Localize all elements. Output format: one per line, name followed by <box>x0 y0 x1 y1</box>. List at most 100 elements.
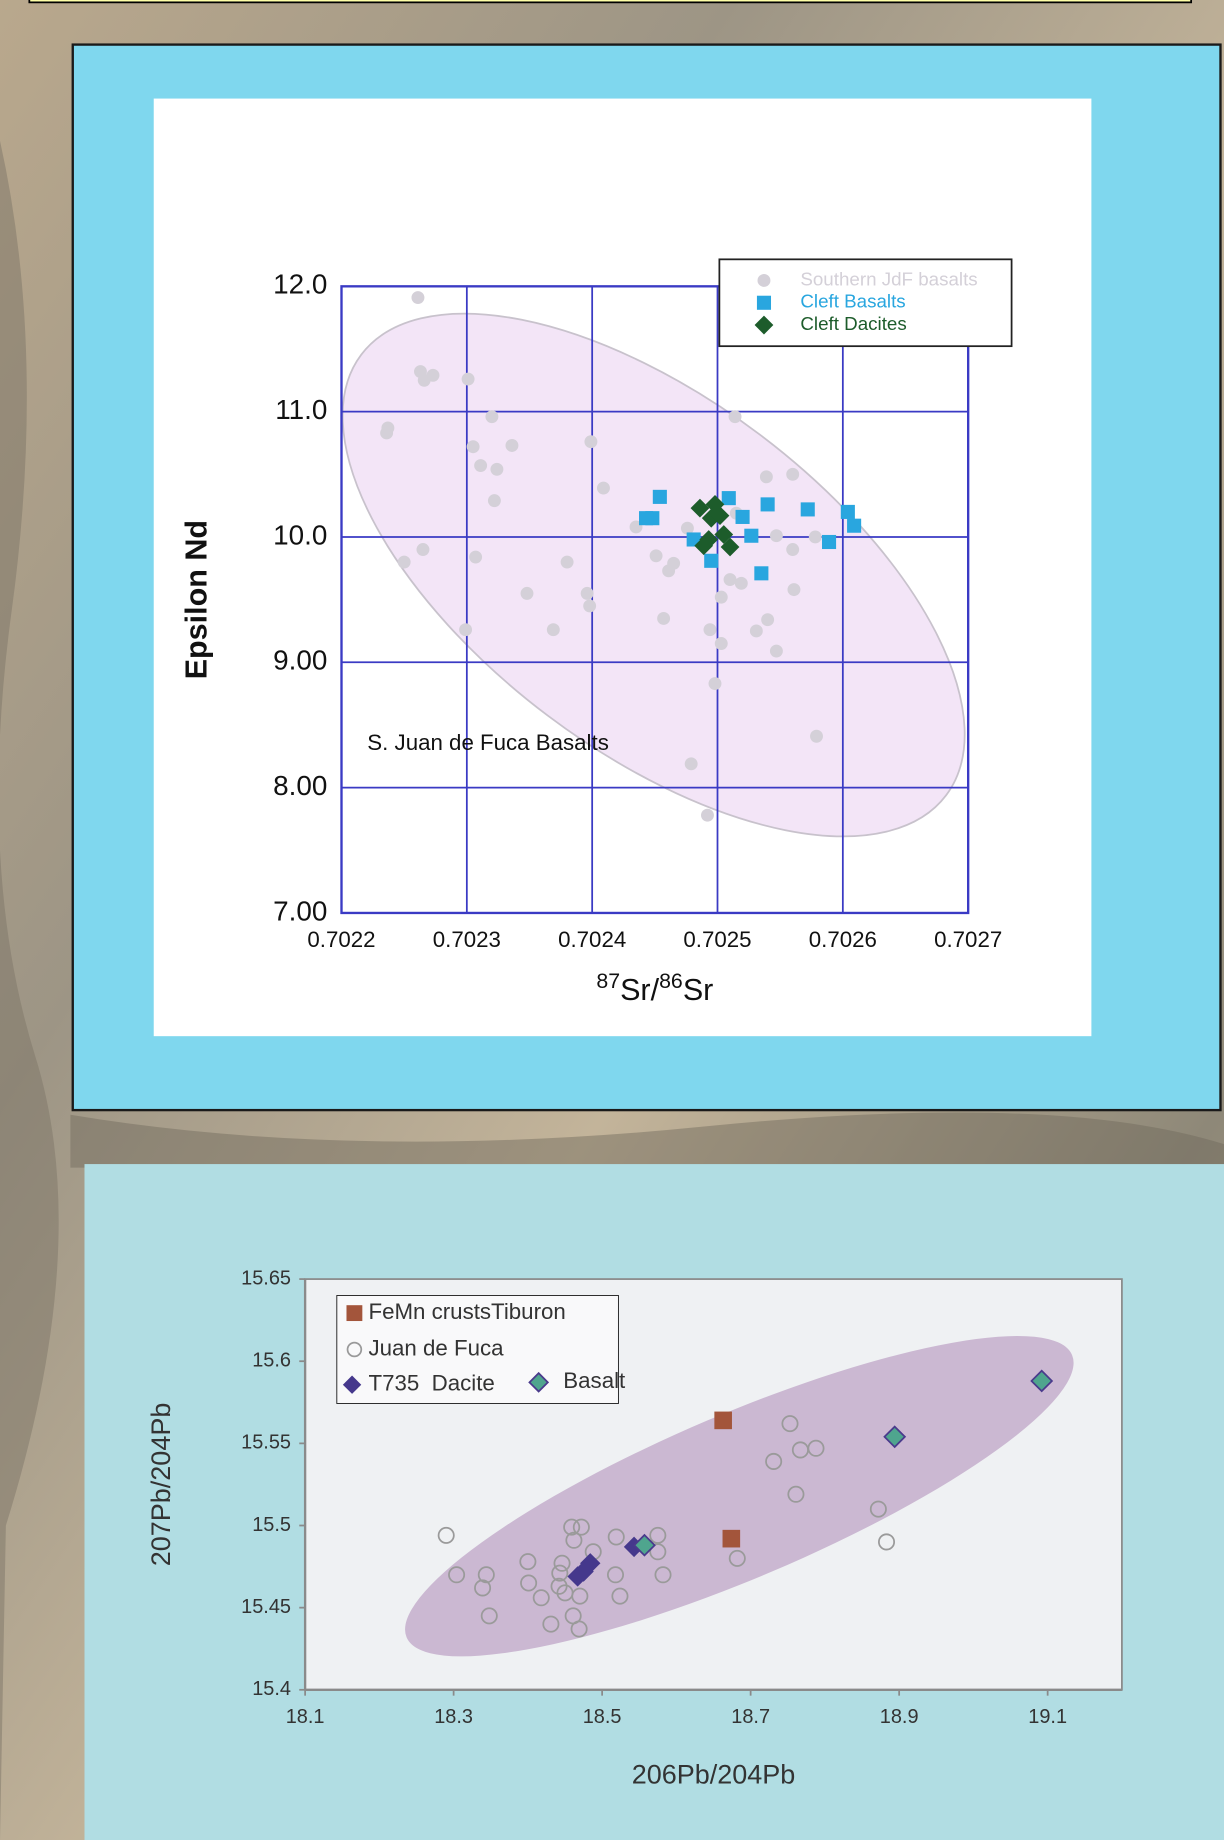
point <box>744 529 758 543</box>
x-tick-label: 18.5 <box>583 1706 622 1728</box>
x-tick-label: 0.7027 <box>934 927 1002 952</box>
y-tick-label: 12.0 <box>273 269 327 300</box>
x-tick-label: 0.7024 <box>558 927 626 952</box>
y-axis-label: Epsilon Nd <box>180 520 214 679</box>
point <box>788 583 801 596</box>
point <box>722 491 736 505</box>
point <box>411 291 424 304</box>
point <box>754 566 768 580</box>
legend-marker <box>346 1305 362 1321</box>
y-tick-label: 15.65 <box>241 1267 291 1289</box>
point <box>657 612 670 625</box>
point <box>809 531 822 544</box>
x-axis-label-part: Sr/ <box>620 973 660 1007</box>
point <box>801 502 815 516</box>
legend-label: Basalt <box>563 1368 626 1393</box>
point <box>583 599 596 612</box>
point <box>581 587 594 600</box>
point <box>521 587 534 600</box>
y-tick-label: 15.6 <box>252 1349 291 1371</box>
point <box>736 510 750 524</box>
point <box>547 623 560 636</box>
x-axis-label-part: 206Pb/204Pb <box>632 1760 796 1790</box>
x-tick-label: 18.3 <box>434 1706 473 1728</box>
point <box>704 623 717 636</box>
legend-label: Cleft Dacites <box>800 313 906 334</box>
legend-marker <box>757 296 771 310</box>
point <box>505 439 518 452</box>
point <box>584 435 597 448</box>
point <box>847 519 861 533</box>
point <box>639 511 653 525</box>
point <box>715 591 728 604</box>
y-tick-label: 11.0 <box>275 394 327 425</box>
x-tick-label: 19.1 <box>1028 1706 1067 1728</box>
point <box>701 809 714 822</box>
point <box>704 554 718 568</box>
legend-label: T735 Dacite <box>368 1371 494 1396</box>
point <box>467 440 480 453</box>
x-tick-label: 0.7023 <box>433 927 501 952</box>
page: {"chart_data": [ {"type": "scatter", "x_… <box>0 0 1224 1840</box>
legend-marker <box>758 274 771 287</box>
point <box>667 557 680 570</box>
point <box>841 505 855 519</box>
point <box>462 373 475 386</box>
point <box>724 573 737 586</box>
annotation: S. Juan de Fuca Basalts <box>367 730 609 755</box>
point <box>723 1530 741 1548</box>
point <box>685 757 698 770</box>
x-axis-label-part: 87 <box>596 969 620 993</box>
point <box>761 613 774 626</box>
point <box>714 1412 732 1430</box>
legend-label: Cleft Basalts <box>800 291 905 312</box>
point <box>750 625 763 638</box>
y-tick-label: 8.00 <box>273 770 327 801</box>
point <box>729 410 742 423</box>
point <box>786 468 799 481</box>
point <box>488 494 501 507</box>
legend-label: Juan de Fuca <box>368 1335 504 1360</box>
point <box>469 551 482 564</box>
legend-label: Southern JdF basalts <box>800 268 977 289</box>
y-tick-label: 15.45 <box>241 1596 291 1618</box>
y-tick-label: 15.4 <box>252 1678 291 1700</box>
x-axis-label-part: 86 <box>659 969 683 993</box>
x-axis-label-part: Sr <box>683 973 714 1007</box>
point <box>597 482 610 495</box>
x-tick-label: 0.7025 <box>683 927 751 952</box>
x-tick-label: 18.7 <box>731 1706 770 1728</box>
x-tick-label: 0.7026 <box>809 927 877 952</box>
point <box>485 410 498 423</box>
point <box>561 556 574 569</box>
x-tick-label: 18.1 <box>286 1706 325 1728</box>
point <box>650 549 663 562</box>
point <box>653 490 667 504</box>
point <box>490 463 503 476</box>
point <box>760 470 773 483</box>
y-tick-label: 10.0 <box>273 519 327 550</box>
point <box>770 645 783 658</box>
x-tick-label: 18.9 <box>880 1706 919 1728</box>
y-tick-label: 9.00 <box>273 645 327 676</box>
point <box>822 535 836 549</box>
x-tick-label: 0.7022 <box>307 927 375 952</box>
y-tick-label: 15.5 <box>252 1514 291 1536</box>
legend-label: FeMn crustsTiburon <box>368 1299 565 1324</box>
x-axis-label: 206Pb/204Pb <box>632 1760 796 1790</box>
point <box>417 543 430 556</box>
point <box>735 577 748 590</box>
point <box>770 529 783 542</box>
point <box>381 421 394 434</box>
point <box>761 497 775 511</box>
point <box>427 369 440 382</box>
y-tick-label: 15.55 <box>241 1432 291 1454</box>
caption-box <box>29 0 1191 2</box>
y-tick-label: 7.00 <box>273 895 327 926</box>
screenshot: 12.0 11.0 10.0 9.00 8.00 7.000.7022 0.7023 0.70… <box>0 0 1224 1840</box>
point <box>709 677 722 690</box>
point <box>715 637 728 650</box>
point <box>810 730 823 743</box>
point <box>786 543 799 556</box>
point <box>459 623 472 636</box>
